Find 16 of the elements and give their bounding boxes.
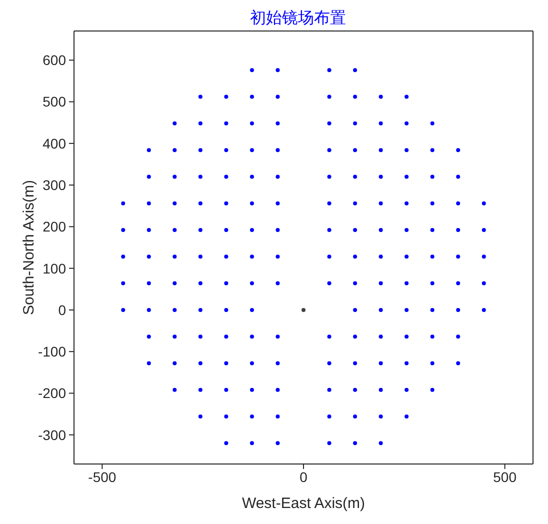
x-tick-label: -500 bbox=[88, 468, 116, 485]
x-tick-label: 0 bbox=[300, 468, 308, 485]
y-tick-label: 400 bbox=[42, 135, 66, 152]
y-tick-label: -200 bbox=[38, 385, 66, 402]
chart-title: 初始镜场布置 bbox=[249, 8, 347, 28]
y-tick-label: 200 bbox=[42, 218, 66, 235]
y-tick-label: -300 bbox=[38, 426, 66, 443]
y-tick-label: 0 bbox=[58, 302, 66, 318]
y-tick-label: 500 bbox=[42, 94, 66, 110]
y-tick-label: 600 bbox=[42, 52, 66, 68]
y-axis-title: South-North Axis(m) bbox=[20, 180, 38, 316]
x-axis-title: West-East Axis(m) bbox=[242, 495, 366, 512]
y-tick-label: 300 bbox=[42, 177, 66, 194]
y-tick-label: -100 bbox=[38, 344, 66, 360]
y-tick-label: 100 bbox=[42, 260, 66, 276]
x-tick-label: 500 bbox=[493, 468, 517, 485]
